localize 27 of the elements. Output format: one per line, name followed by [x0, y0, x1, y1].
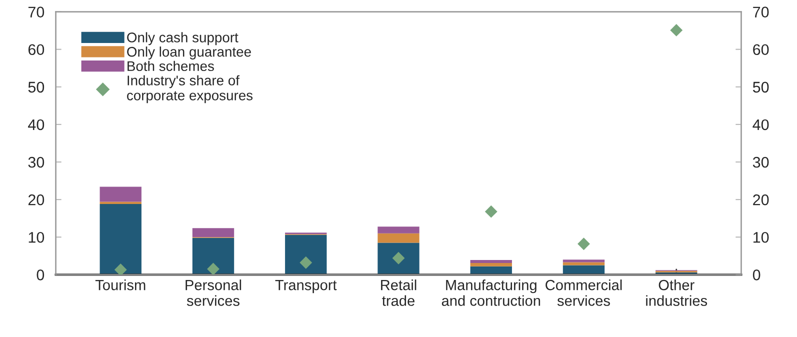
y2-tick-label: 30 [752, 156, 769, 168]
y2-tick-label: 20 [753, 194, 769, 206]
x-tick-label: Manufacturing and contruction [442, 280, 540, 306]
x-tick-label: Personal services [186, 280, 242, 306]
legend-label: Only loan guarantee [127, 46, 251, 60]
y2-tick-label: 50 [752, 82, 769, 93]
legend-label: Only cash support [127, 32, 238, 46]
y-tick-label: 50 [28, 82, 44, 93]
y2-tick-label: 60 [753, 44, 769, 56]
x-tick-label: Other industries [646, 280, 708, 306]
x-tick-label: Tourism [95, 280, 146, 290]
y-tick-label: 20 [28, 194, 44, 206]
legend-label: Industry's share of corporate exposures [127, 75, 253, 104]
y-tick-label: 10 [28, 232, 44, 243]
y-tick-label: 60 [28, 44, 44, 56]
x-tick-label: Transport [275, 280, 337, 294]
x-tick-label: Commercial services [546, 280, 622, 306]
legend-label: Both schemes [128, 60, 214, 72]
y2-tick-label: 10 [753, 232, 769, 243]
y2-tick-label: 0 [752, 270, 760, 280]
x-tick-label: Retail trade [381, 280, 416, 306]
y-tick-label: 40 [28, 119, 44, 130]
y-tick-label: 0 [36, 270, 44, 280]
y-tick-label: 70 [28, 6, 44, 18]
y2-tick-label: 40 [752, 119, 769, 130]
y2-tick-label: 70 [753, 6, 769, 18]
y-tick-label: 30 [28, 156, 44, 168]
